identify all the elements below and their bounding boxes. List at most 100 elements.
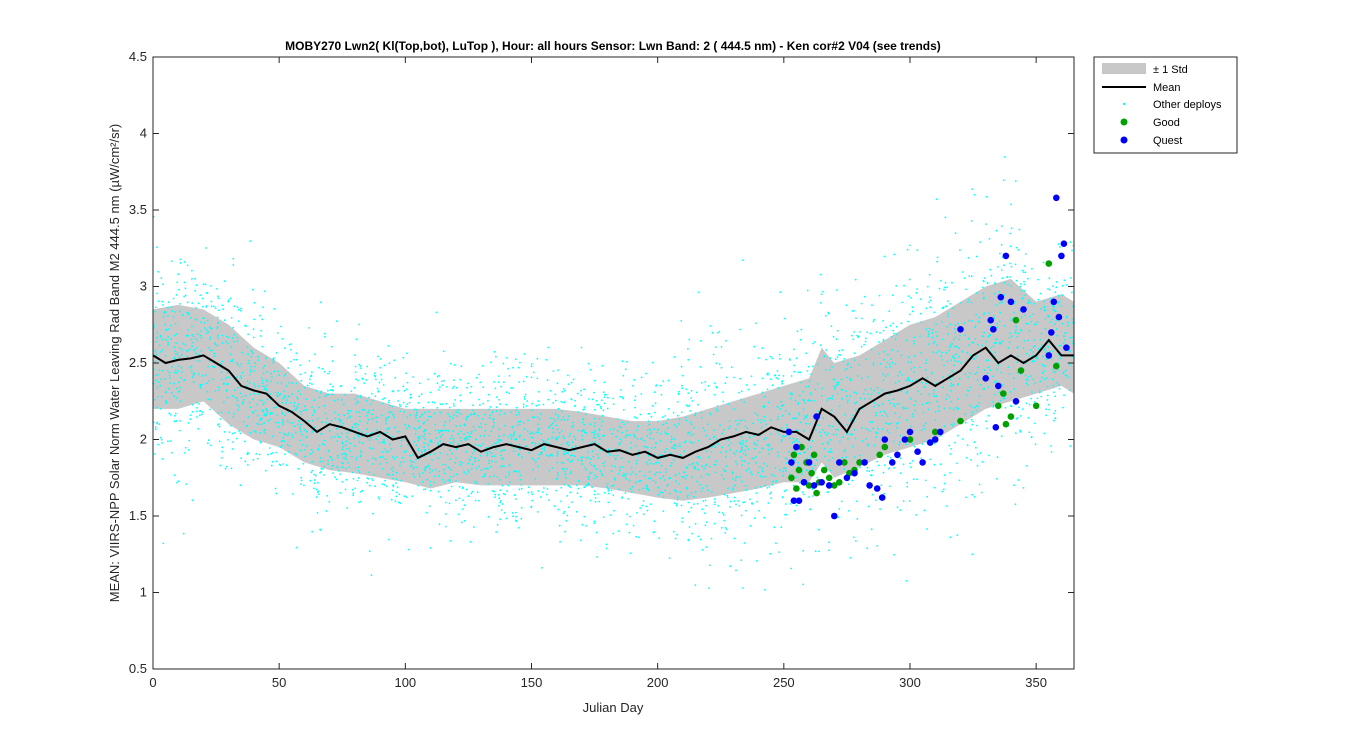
other-deploy-point: [653, 531, 656, 533]
other-deploy-point: [950, 448, 953, 450]
quest-point: [788, 459, 795, 466]
other-deploy-point: [409, 454, 412, 457]
other-deploy-point: [983, 296, 985, 299]
other-deploy-point: [439, 436, 442, 438]
other-deploy-point: [518, 411, 520, 414]
other-deploy-point: [236, 306, 239, 309]
other-deploy-point: [758, 509, 760, 512]
other-deploy-point: [187, 329, 190, 331]
other-deploy-point: [788, 358, 791, 360]
other-deploy-point: [612, 403, 615, 405]
other-deploy-point: [552, 370, 555, 372]
other-deploy-point: [995, 304, 998, 306]
other-deploy-point: [629, 552, 632, 555]
other-deploy-point: [406, 416, 409, 419]
other-deploy-point: [576, 484, 578, 487]
other-deploy-point: [252, 398, 254, 400]
good-point: [906, 436, 914, 443]
other-deploy-point: [474, 444, 477, 446]
other-deploy-point: [920, 457, 923, 459]
other-deploy-point: [740, 456, 742, 459]
other-deploy-point: [706, 450, 708, 453]
other-deploy-point: [905, 339, 908, 342]
other-deploy-point: [798, 441, 800, 443]
other-deploy-point: [311, 414, 314, 417]
other-deploy-point: [387, 416, 390, 418]
other-deploy-point: [318, 444, 321, 447]
other-deploy-point: [156, 421, 159, 424]
other-deploy-point: [499, 518, 501, 521]
other-deploy-point: [727, 487, 729, 490]
other-deploy-point: [949, 453, 952, 455]
other-deploy-point: [944, 216, 947, 219]
other-deploy-point: [193, 349, 196, 352]
other-deploy-point: [927, 335, 930, 337]
other-deploy-point: [366, 422, 369, 424]
other-deploy-point: [405, 496, 408, 499]
other-deploy-point: [720, 366, 723, 369]
y-tick-label: 2: [140, 432, 147, 447]
other-deploy-point: [742, 587, 744, 589]
other-deploy-point: [1055, 328, 1058, 330]
other-deploy-point: [768, 453, 771, 455]
other-deploy-point: [925, 307, 928, 310]
other-deploy-point: [816, 363, 819, 366]
other-deploy-point: [227, 299, 230, 301]
other-deploy-point: [247, 416, 250, 419]
other-deploy-point: [233, 389, 236, 392]
chart-title: MOBY270 Lwn2( Kl(Top,bot), LuTop ), Hour…: [285, 39, 941, 53]
other-deploy-point: [971, 411, 974, 414]
other-deploy-point: [625, 478, 628, 480]
other-deploy-point: [239, 484, 242, 487]
other-deploy-point: [593, 431, 596, 434]
other-deploy-point: [512, 450, 515, 452]
other-deploy-point: [424, 448, 426, 451]
quest-point: [800, 479, 808, 486]
other-deploy-point: [562, 401, 564, 404]
other-deploy-point: [593, 425, 596, 427]
other-deploy-point: [556, 477, 559, 480]
good-point: [1012, 316, 1020, 324]
other-deploy-point: [715, 362, 718, 365]
other-deploy-point: [972, 420, 974, 423]
other-deploy-point: [1007, 283, 1009, 286]
other-deploy-point: [264, 469, 267, 472]
other-deploy-point: [218, 440, 221, 443]
other-deploy-point: [414, 432, 417, 435]
other-deploy-point: [542, 491, 544, 493]
other-deploy-point: [802, 583, 805, 586]
other-deploy-point: [259, 419, 262, 422]
other-deploy-point: [472, 404, 474, 407]
other-deploy-point: [379, 366, 381, 369]
other-deploy-point: [531, 457, 533, 460]
other-deploy-point: [856, 375, 859, 377]
other-deploy-point: [587, 451, 589, 453]
other-deploy-point: [176, 281, 179, 284]
other-deploy-point: [423, 469, 426, 471]
other-deploy-point: [1052, 308, 1055, 311]
other-deploy-point: [694, 584, 697, 586]
good-point: [825, 474, 833, 482]
other-deploy-point: [262, 385, 264, 387]
other-deploy-point: [560, 486, 563, 489]
other-deploy-point: [626, 421, 629, 424]
other-deploy-point: [933, 486, 936, 489]
other-deploy-point: [994, 393, 996, 396]
other-deploy-point: [444, 525, 447, 528]
other-deploy-point: [510, 442, 513, 445]
other-deploy-point: [603, 396, 606, 399]
other-deploy-point: [743, 542, 746, 544]
other-deploy-point: [156, 386, 159, 389]
other-deploy-point: [975, 255, 978, 258]
other-deploy-point: [982, 335, 984, 338]
other-deploy-point: [275, 492, 278, 495]
other-deploy-point: [847, 399, 849, 402]
other-deploy-point: [280, 325, 282, 328]
other-deploy-point: [358, 415, 361, 418]
other-deploy-point: [806, 289, 809, 292]
other-deploy-point: [1016, 372, 1019, 375]
other-deploy-point: [893, 332, 895, 335]
other-deploy-point: [781, 414, 784, 417]
other-deploy-point: [796, 438, 799, 441]
other-deploy-point: [319, 460, 322, 463]
